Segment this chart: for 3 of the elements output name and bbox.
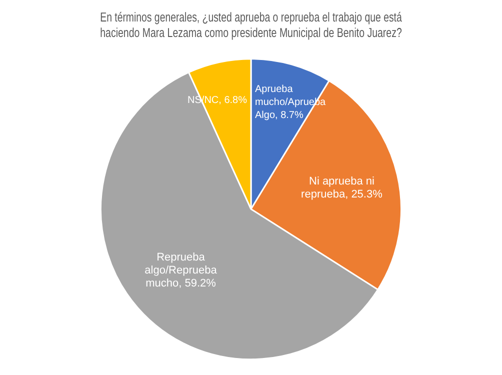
slice-label: Ni aprueba ni reprueba, 25.3% xyxy=(301,175,383,200)
slice-label: Reprueba algo/Reprueba mucho, 59.2% xyxy=(144,251,218,290)
chart-title: En términos generales, ¿usted aprueba o reprueba el trabajo que está haciendo Mara Lezama como presidente Municipal de Benito Juarez? xyxy=(100,11,402,40)
